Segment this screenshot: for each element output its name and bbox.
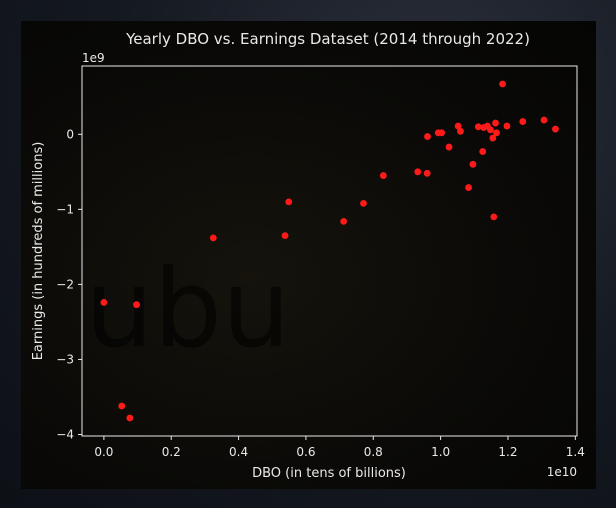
y-axis-label: Earnings (in hundreds of millions) <box>31 142 46 361</box>
data-point <box>414 168 422 176</box>
figure-frame <box>21 21 596 489</box>
data-point <box>379 172 387 179</box>
data-point <box>424 133 431 140</box>
x-tick-label: 1.0 <box>431 445 450 459</box>
data-point <box>519 118 527 125</box>
data-point <box>479 148 487 155</box>
y-tick-label: −1 <box>56 202 74 216</box>
x-offset-label: 1e10 <box>547 465 577 479</box>
data-point <box>126 414 134 422</box>
data-point <box>493 129 500 137</box>
data-point <box>360 199 367 207</box>
data-point <box>100 299 108 306</box>
data-point <box>454 122 462 130</box>
chart-title: Yearly DBO vs. Earnings Dataset (2014 th… <box>125 30 530 48</box>
data-point <box>445 143 453 151</box>
data-point <box>438 129 446 137</box>
y-tick-label: −4 <box>56 427 74 441</box>
x-axis-label: DBO (in tens of billions) <box>252 466 406 481</box>
data-points <box>100 80 559 422</box>
x-tick-label: 1.4 <box>566 445 585 459</box>
y-tick-label: −3 <box>56 352 74 366</box>
x-tick-label: 0.8 <box>364 445 383 459</box>
plot-area-frame <box>81 65 578 437</box>
y-tick-label: 0 <box>66 127 74 141</box>
data-point <box>423 169 431 177</box>
data-point <box>465 184 472 191</box>
data-point <box>457 127 464 135</box>
x-tick-label: 0.0 <box>94 445 113 459</box>
y-tick-label: −2 <box>56 277 74 291</box>
data-point <box>487 126 494 134</box>
x-tick-label: 0.6 <box>296 445 315 459</box>
data-point <box>503 122 511 130</box>
data-point <box>469 160 477 168</box>
data-point <box>285 198 293 206</box>
x-tick-label: 0.4 <box>229 445 248 459</box>
data-point <box>490 213 498 221</box>
x-tick-label: 0.2 <box>162 445 181 459</box>
data-point <box>499 80 506 88</box>
data-point <box>540 116 548 124</box>
data-point <box>474 123 482 131</box>
x-tick-label: 1.2 <box>498 445 517 459</box>
data-point <box>492 119 499 127</box>
data-point <box>133 301 140 309</box>
data-point <box>340 217 348 225</box>
data-point <box>281 232 289 240</box>
data-point <box>209 234 217 242</box>
y-offset-label: 1e9 <box>82 51 105 65</box>
background-watermark: ubu <box>85 247 290 372</box>
x-axis: 0.0 0.2 0.4 0.6 0.8 1.0 1.2 1.4 <box>94 436 585 459</box>
y-axis: −4 −3 −2 −1 0 <box>56 127 82 441</box>
data-point <box>489 134 497 142</box>
data-point <box>118 402 126 410</box>
data-point <box>552 125 559 133</box>
